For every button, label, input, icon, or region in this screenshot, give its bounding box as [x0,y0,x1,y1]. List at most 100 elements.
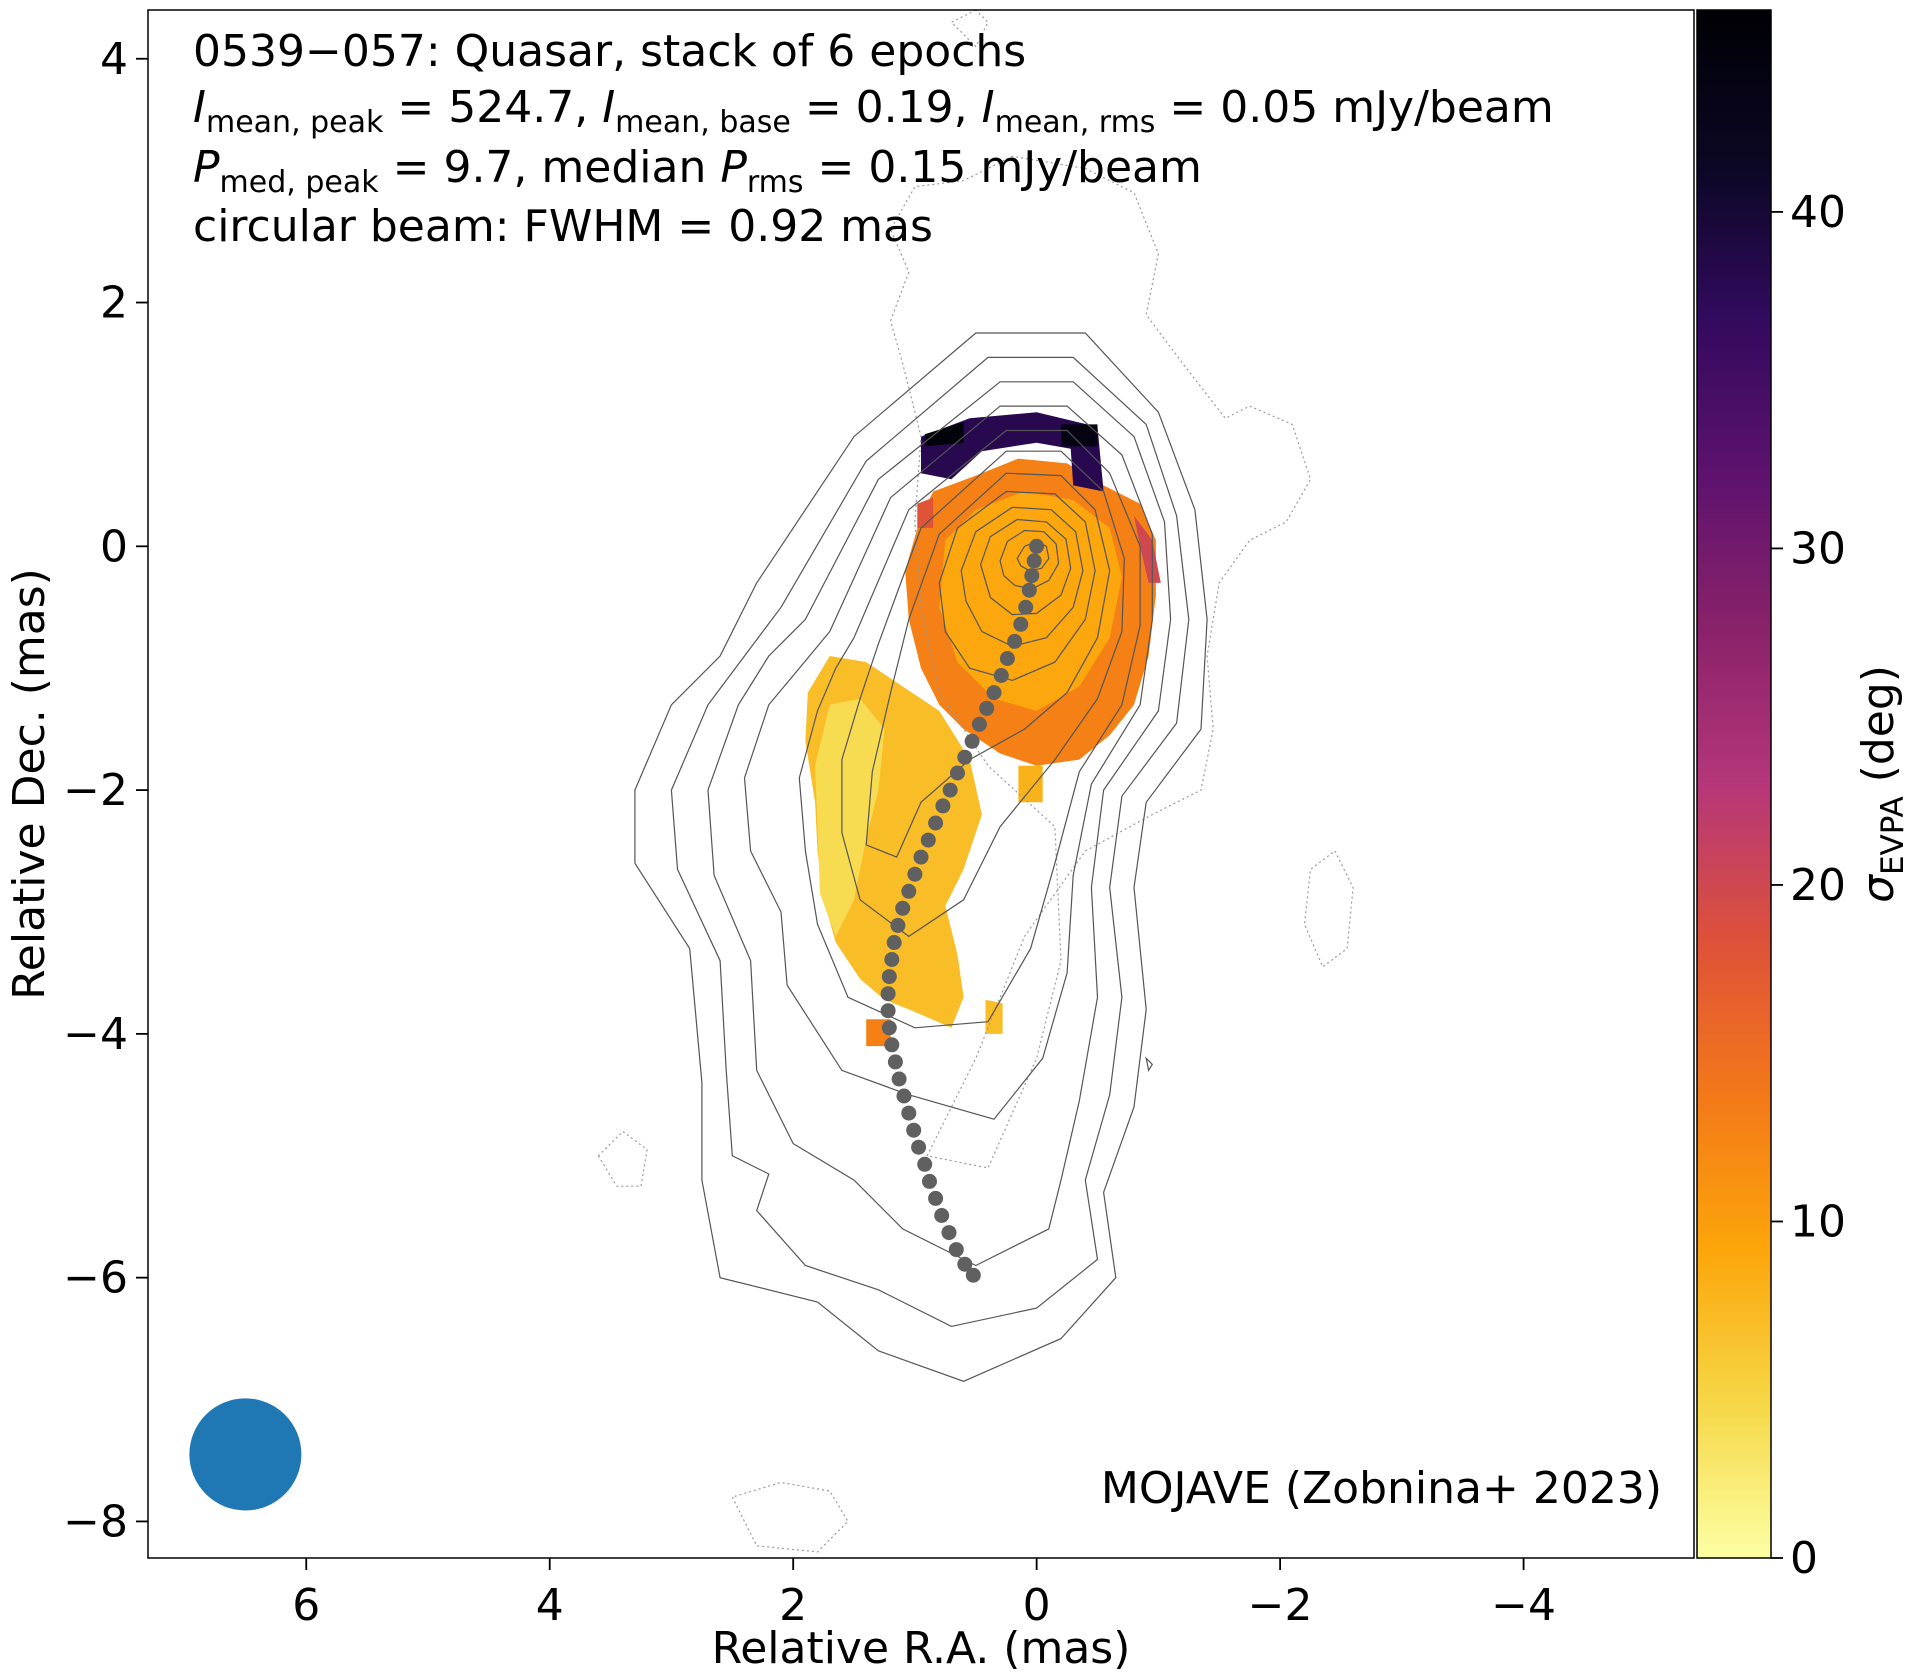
x-tick-label: 6 [292,1580,320,1631]
contour-solid-14 [979,518,1072,616]
beam-ellipse [189,1398,302,1511]
x-axis-label: Relative R.A. (mas) [712,1623,1131,1674]
colorbar-tick-label: 0 [1790,1533,1818,1584]
ridge-point-32 [891,1071,907,1087]
stack-info: stack of 6 epochs [640,26,1026,77]
x-tick-label: 2 [779,1580,807,1631]
annotation-symbol: I [193,82,206,133]
polarization-region-jet-yellow [815,698,885,937]
annotation-subscript: mean, peak [206,105,384,140]
ridge-point-0 [1029,538,1045,554]
ridge-point-27 [880,986,896,1002]
contour-dotted-4 [950,10,989,48]
polarization-region-blob-south [985,999,1003,1034]
plot-frame [147,9,1695,1559]
colorbar-tick-label: 40 [1790,187,1846,238]
ridge-point-1 [1026,553,1042,569]
annotation-subscript: rms [747,165,804,200]
polarization-regions [805,412,1161,1047]
beam-layer [189,1398,302,1511]
credit-text: MOJAVE (Zobnina+ 2023) [1101,1463,1662,1514]
ridge-point-7 [999,651,1015,666]
contour-solid-6 [670,356,1190,1328]
polarization-region-arc-tip [924,422,964,447]
y-tick-label: 4 [100,34,128,85]
ridge-point-26 [881,969,897,985]
ridge-point-3 [1021,582,1037,598]
ridge-point-39 [928,1190,944,1206]
y-tick-label: 2 [100,278,128,329]
polarization-region-arc-top [921,412,1104,492]
ridge-point-8 [993,668,1009,683]
x-tick-label: −4 [1491,1580,1556,1631]
contour-solid-17 [1145,1056,1154,1073]
ridge-point-2 [1024,568,1040,584]
colorbar: 0 10 20 30 40 σEVPA (deg) [1696,9,1905,1584]
y-tick-label: −4 [63,1009,128,1060]
annotation-line-3: Pmed, peak = 9.7, median Prms = 0.15 mJy… [193,142,1202,200]
colorbar-subscript: EVPA [1875,796,1905,875]
ridge-point-22 [895,900,911,916]
contour-solid-9 [798,429,1141,1029]
x-tick-label: −2 [1248,1580,1313,1631]
contour-solid-16 [1016,540,1050,572]
object-class: Quasar [455,26,613,77]
annotation-value: = 0.05 mJy/beam [1155,82,1553,133]
annotation-symbol: P [720,142,747,193]
ridge-point-9 [986,685,1002,701]
y-tick-label: −8 [63,1496,128,1547]
contour-solid-15 [999,529,1060,590]
polarization-region-core-inner [939,491,1122,711]
contour-solid-10 [841,450,1125,938]
colorbar-ticks: 0 10 20 30 40 [1771,187,1846,1584]
colorbar-label: σEVPA (deg) [1853,665,1905,903]
polarization-region-blob-mid [1018,765,1043,803]
ridge-point-24 [886,935,902,950]
annotation-symbol: I [602,82,615,133]
contour-solid-5 [634,332,1208,1382]
contour-solid-8 [743,405,1153,1120]
annotation-symbol: I [982,82,995,133]
annotation-symbol: P [193,142,220,193]
ridge-point-12 [964,733,980,749]
ridge-point-19 [913,849,929,865]
annotation-subscript: med, peak [220,165,380,200]
colorbar-tick-label: 10 [1790,1196,1846,1247]
ridge-point-30 [884,1037,900,1053]
plot-area [147,9,1695,1559]
colorbar-tick-label: 30 [1790,523,1846,574]
colorbar-gradient [1696,9,1772,1559]
ridge-point-10 [979,700,995,716]
ridge-point-38 [922,1173,937,1189]
ridge-point-34 [901,1105,917,1121]
colorbar-unit: (deg) [1853,665,1904,796]
ridge-point-16 [935,798,951,814]
y-tick-label: 0 [100,521,128,572]
polarization-region-arc-right-tip [1061,424,1098,447]
source-name: 0539−057 [193,26,426,77]
annotation-line-1: 0539−057: Quasar, stack of 6 epochs [193,26,1026,77]
beam-annotation: circular beam: FWHM = 0.92 mas [193,201,933,252]
ridge-point-40 [934,1208,950,1223]
ridge-line [880,538,1045,1283]
polarization-region-rim-red [1134,515,1161,583]
ridge-point-23 [890,917,906,933]
contour-dotted-0 [889,155,1312,1169]
ridge-point-11 [971,716,987,732]
x-tick-label: 0 [1023,1580,1051,1631]
y-tick-label: −2 [63,765,128,816]
ridge-point-37 [917,1156,933,1172]
ridge-point-15 [942,782,958,798]
annotation-line-2: Imean, peak = 524.7, Imean, base = 0.19,… [193,82,1554,140]
contour-solid-7 [707,381,1172,1267]
ridge-point-13 [957,749,973,765]
ridge-point-21 [901,883,917,899]
annotation-value: = 0.19, [791,82,982,133]
annotation-subscript: mean, rms [995,105,1156,140]
ridge-point-18 [920,832,936,848]
ridge-point-44 [965,1267,981,1283]
colorbar-tick-label: 20 [1790,860,1846,911]
annotation-value: = 9.7, median [379,142,721,193]
ridge-point-41 [941,1225,957,1241]
intensity-contours [597,10,1354,1553]
